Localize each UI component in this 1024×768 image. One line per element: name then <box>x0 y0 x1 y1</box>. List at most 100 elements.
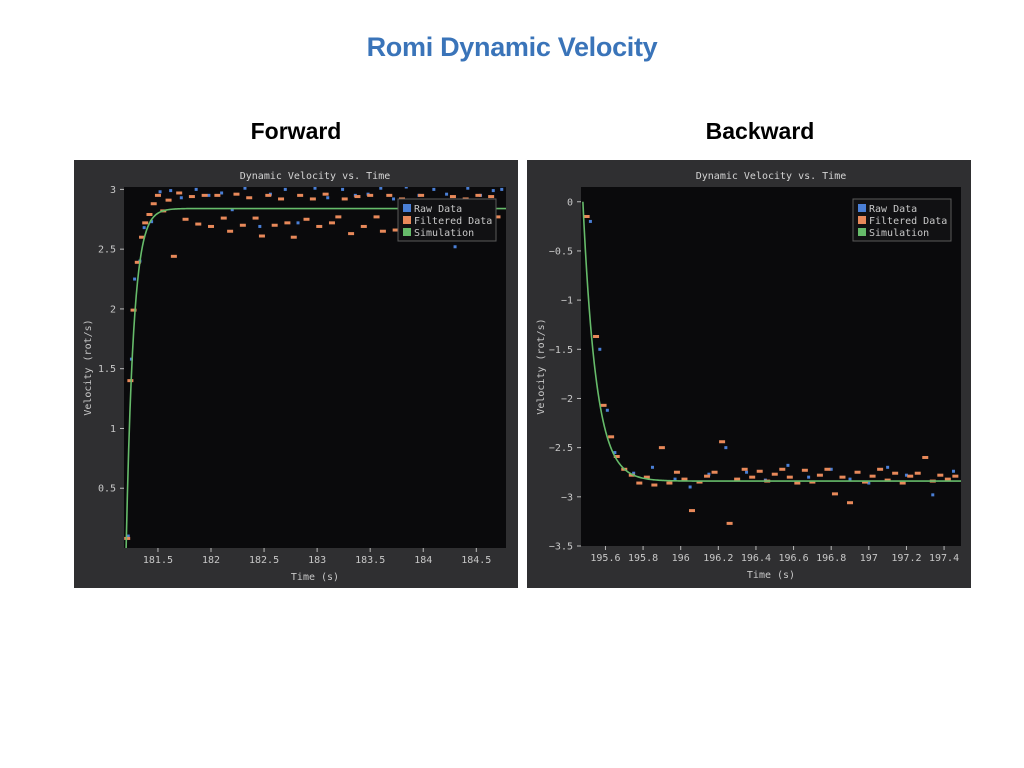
filtered-data-point <box>208 224 215 228</box>
y-tick-label: 3 <box>110 185 116 196</box>
filtered-data-point <box>367 193 374 197</box>
legend-filtered-data-label: Filtered Data <box>414 216 492 227</box>
x-tick-label: 184.5 <box>461 555 491 566</box>
filtered-data-point <box>271 223 278 227</box>
filtered-data-point <box>246 196 253 200</box>
filtered-data-point <box>854 470 861 474</box>
raw-data-point <box>724 446 728 450</box>
filtered-data-point <box>170 254 177 258</box>
legend-filtered-data-swatch <box>858 216 866 224</box>
y-axis-label: Velocity (rot/s) <box>536 318 547 414</box>
raw-data-point <box>258 224 262 228</box>
filtered-data-point <box>613 454 620 458</box>
x-tick-label: 196.6 <box>779 553 809 564</box>
raw-data-point <box>453 245 457 249</box>
filtered-data-point <box>914 471 921 475</box>
y-axis-label: Velocity (rot/s) <box>83 319 94 415</box>
filtered-data-point <box>297 193 304 197</box>
raw-data-point <box>598 347 602 351</box>
raw-data-point <box>886 465 890 469</box>
filtered-data-point <box>801 468 808 472</box>
filtered-data-point <box>130 308 137 312</box>
raw-data-point <box>230 208 234 212</box>
filtered-data-point <box>258 234 265 238</box>
filtered-data-point <box>449 195 456 199</box>
raw-data-point <box>688 485 692 489</box>
filtered-data-point <box>475 193 482 197</box>
filtered-data-point <box>494 215 501 219</box>
filtered-data-point <box>786 475 793 479</box>
filtered-data-point <box>779 467 786 471</box>
raw-data-point <box>283 187 287 191</box>
filtered-data-point <box>847 501 854 505</box>
chart-title: Dynamic Velocity vs. Time <box>696 171 847 182</box>
x-tick-label: 183.5 <box>355 555 385 566</box>
raw-data-point <box>142 226 146 230</box>
forward-heading: Forward <box>250 118 342 144</box>
raw-data-point <box>650 465 654 469</box>
plot-area <box>124 187 506 548</box>
filtered-data-point <box>278 197 285 201</box>
filtered-data-point <box>922 455 929 459</box>
y-tick-label: −1.5 <box>549 345 573 356</box>
backward-chart: Dynamic Velocity vs. Time 195.6 195.8 196 19… <box>536 171 961 581</box>
y-tick-label: 0 <box>567 197 573 208</box>
filtered-data-point <box>944 477 951 481</box>
y-tick-label: −3.5 <box>549 542 573 553</box>
x-tick-label: 195.6 <box>590 553 620 564</box>
raw-data-point <box>445 192 449 196</box>
raw-data-point <box>341 187 345 191</box>
filtered-data-point <box>704 474 711 478</box>
filtered-data-point <box>392 228 399 232</box>
raw-data-point <box>243 187 247 190</box>
filtered-data-point <box>360 224 367 228</box>
raw-data-point <box>194 187 198 191</box>
forward-chart-panel: Dynamic Velocity vs. Time 181.5 182 182.5 18… <box>74 160 518 588</box>
raw-data-point <box>786 463 790 467</box>
filtered-data-point <box>176 191 183 195</box>
filtered-data-point <box>719 440 726 444</box>
filtered-data-point <box>309 197 316 201</box>
raw-data-point <box>404 187 408 189</box>
backward-heading: Backward <box>705 118 815 144</box>
raw-data-point <box>126 534 130 538</box>
filtered-data-point <box>227 229 234 233</box>
series-layer <box>582 201 961 525</box>
legend-simulation-swatch <box>403 228 411 236</box>
filtered-data-point <box>831 492 838 496</box>
raw-data-point <box>605 408 609 412</box>
raw-data-point <box>829 467 833 471</box>
simulation-line <box>582 201 961 482</box>
x-tick-label: 184 <box>414 555 432 566</box>
filtered-data-point <box>233 192 240 196</box>
raw-data-point <box>848 477 852 481</box>
filtered-data-point <box>892 471 899 475</box>
filtered-data-point <box>195 222 202 226</box>
x-tick-label: 196 <box>672 553 690 564</box>
filtered-data-point <box>341 197 348 201</box>
filtered-data-point <box>348 232 355 236</box>
raw-data-point <box>466 187 470 190</box>
x-tick-label: 196.4 <box>741 553 771 564</box>
filtered-data-point <box>794 481 801 485</box>
filtered-data-point <box>907 474 914 478</box>
raw-data-point <box>745 470 749 474</box>
raw-data-point <box>951 469 955 473</box>
filtered-data-point <box>839 475 846 479</box>
filtered-data-point <box>600 403 607 407</box>
filtered-data-point <box>593 335 600 339</box>
legend-filtered-data-label: Filtered Data <box>869 216 947 227</box>
filtered-data-point <box>239 223 246 227</box>
filtered-data-point <box>608 435 615 439</box>
raw-data-point <box>296 221 300 225</box>
x-tick-label: 183 <box>308 555 326 566</box>
filtered-data-point <box>379 229 386 233</box>
y-tick-label: 0.5 <box>98 484 116 495</box>
raw-data-point <box>150 220 154 224</box>
filtered-data-point <box>816 473 823 477</box>
raw-data-point <box>613 451 617 455</box>
raw-data-point <box>867 481 871 485</box>
filtered-data-point <box>418 193 425 197</box>
backward-chart-panel: Dynamic Velocity vs. Time 195.6 195.8 196 19… <box>527 160 971 588</box>
